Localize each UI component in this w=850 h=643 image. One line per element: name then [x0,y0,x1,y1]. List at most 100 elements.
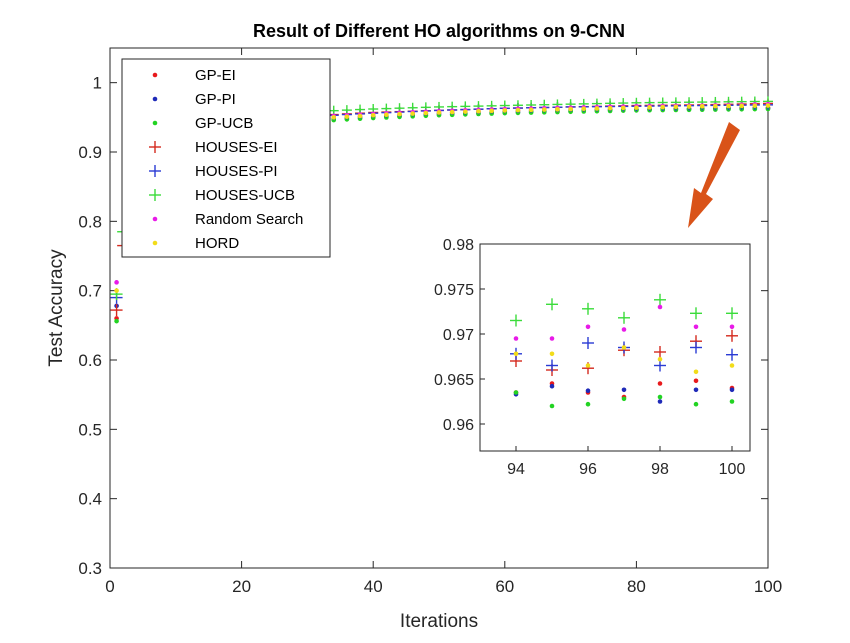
legend-label: HOUSES-PI [195,163,278,180]
inset-point-houses-ei [726,329,738,342]
y-tick-label: 0.6 [78,351,102,370]
curve-point-hord [765,103,771,108]
inset-point-gp-ucb [513,390,519,395]
y-tick-label: 0.3 [78,559,102,578]
curve-point-hord [607,105,613,111]
inset-point-houses-ucb [726,307,738,320]
legend: GP-EI GP-PI GP-UCB HOUSES-EI HOUSES-PI HOUSES… [121,58,331,258]
curve-point-hord [739,103,744,109]
curve-point-hord [660,104,666,110]
legend-marker-random-search [152,216,158,222]
inset-point-random-search [693,324,699,330]
curve-point-hord [463,109,468,114]
inset-point-gp-pi [621,387,627,393]
inset-y-tick-label: 0.97 [443,327,474,344]
x-tick-label: 100 [754,577,782,596]
inset-point-gp-pi [693,387,699,393]
x-tick-label: 0 [105,577,114,596]
legend-label: GP-EI [195,67,236,84]
curve-point-hord [647,105,652,110]
inset-point-random-search [729,324,735,330]
point-random-search [114,280,119,285]
inset-point-hord [585,363,591,368]
main-point-group [110,96,773,324]
inset-point-gp-ucb [693,401,699,407]
legend-marker-houses-pi [149,165,161,177]
inset-point-houses-ucb [618,311,630,324]
curve-point-hord [515,107,521,113]
arrow-shape [688,122,740,228]
legend-marker-gp-pi [152,96,158,102]
inset-point-gp-pi [657,399,663,404]
curve-point-hord [449,109,455,115]
point-hord [114,288,119,293]
curve-point-hord [528,107,534,113]
curve-point-hord [686,104,692,109]
inset-point-houses-ucb [510,314,522,327]
curve-point-hord [581,106,587,112]
legend-label: HORD [195,235,239,252]
inset-point-houses-pi [582,337,594,349]
curve-point-hord [713,103,718,109]
curve-point-hord [594,106,600,111]
curve-point-hord [699,103,705,109]
legend-marker-hord [152,240,158,246]
curve-point-hord [476,108,481,114]
inset-point-gp-ucb [621,396,627,402]
legend-marker-houses-ucb [149,189,161,201]
inset-point-gp-ucb [549,403,555,409]
curve-point-hord [752,103,758,108]
curve-point-hord [555,106,560,112]
curve-point-hord [436,110,442,115]
legend-items: GP-EI GP-PI GP-UCB HOUSES-EI HOUSES-PI HOUSES… [149,67,303,252]
inset-point-houses-ucb [582,302,594,315]
inset-x-tick-label: 94 [507,461,525,478]
inset-point-random-search [585,324,591,330]
inset-axes: 94 96 98 100 0.96 0.965 0.97 0.975 0.98 [434,237,751,478]
legend-label: GP-PI [195,91,236,108]
y-tick-label: 0.4 [78,490,102,509]
x-tick-label: 20 [232,577,251,596]
inset-point-hord [621,345,627,350]
curve-point-hord [673,104,679,110]
inset-point-gp-ucb [585,401,591,407]
legend-label: HOUSES-EI [195,139,278,156]
inset-point-houses-ucb [546,298,558,311]
curve-point-hord [410,111,415,116]
inset-point-houses-ucb [690,307,702,320]
curve-point-hord [568,106,573,112]
curve-point-hord [370,112,376,118]
curve-point-hord [634,105,639,110]
inset-y-tick-label: 0.965 [434,372,474,389]
legend-label: HOUSES-UCB [195,187,295,204]
curve-point-hord [397,111,402,117]
inset-point-houses-ucb [654,293,666,306]
x-tick-label: 80 [627,577,646,596]
inset-point-random-search [657,304,663,310]
inset-point-hord [657,356,663,362]
inset-point-random-search [513,336,519,341]
inset-point-houses-pi [546,359,558,372]
inset-point-random-search [621,327,627,332]
point-houses-ei [110,304,123,317]
x-tick-label: 60 [495,577,514,596]
x-tick-label: 40 [364,577,383,596]
inset-point-hord [693,369,699,375]
y-tick-label: 0.7 [78,282,102,301]
inset-x-tick-label: 96 [579,461,597,478]
chart-title: Result of Different HO algorithms on 9-C… [253,21,625,41]
legend-marker-gp-ucb [152,120,158,126]
inset-point-gp-pi [729,387,735,393]
y-tick-label: 0.8 [78,212,102,231]
main-tick-group: 0 20 40 60 80 100 0.3 0.4 0.5 0.6 0.7 0.8 0.9 1 [78,48,782,596]
inset-x-tick-label: 100 [719,461,746,478]
curve-point-hord [423,110,429,116]
point-gp-ucb [114,318,119,324]
curve-point-hord [620,105,626,111]
legend-box [121,58,331,258]
inset-point-hord [729,363,735,368]
legend-label: GP-UCB [195,115,253,132]
curve-point-hord [502,108,508,113]
